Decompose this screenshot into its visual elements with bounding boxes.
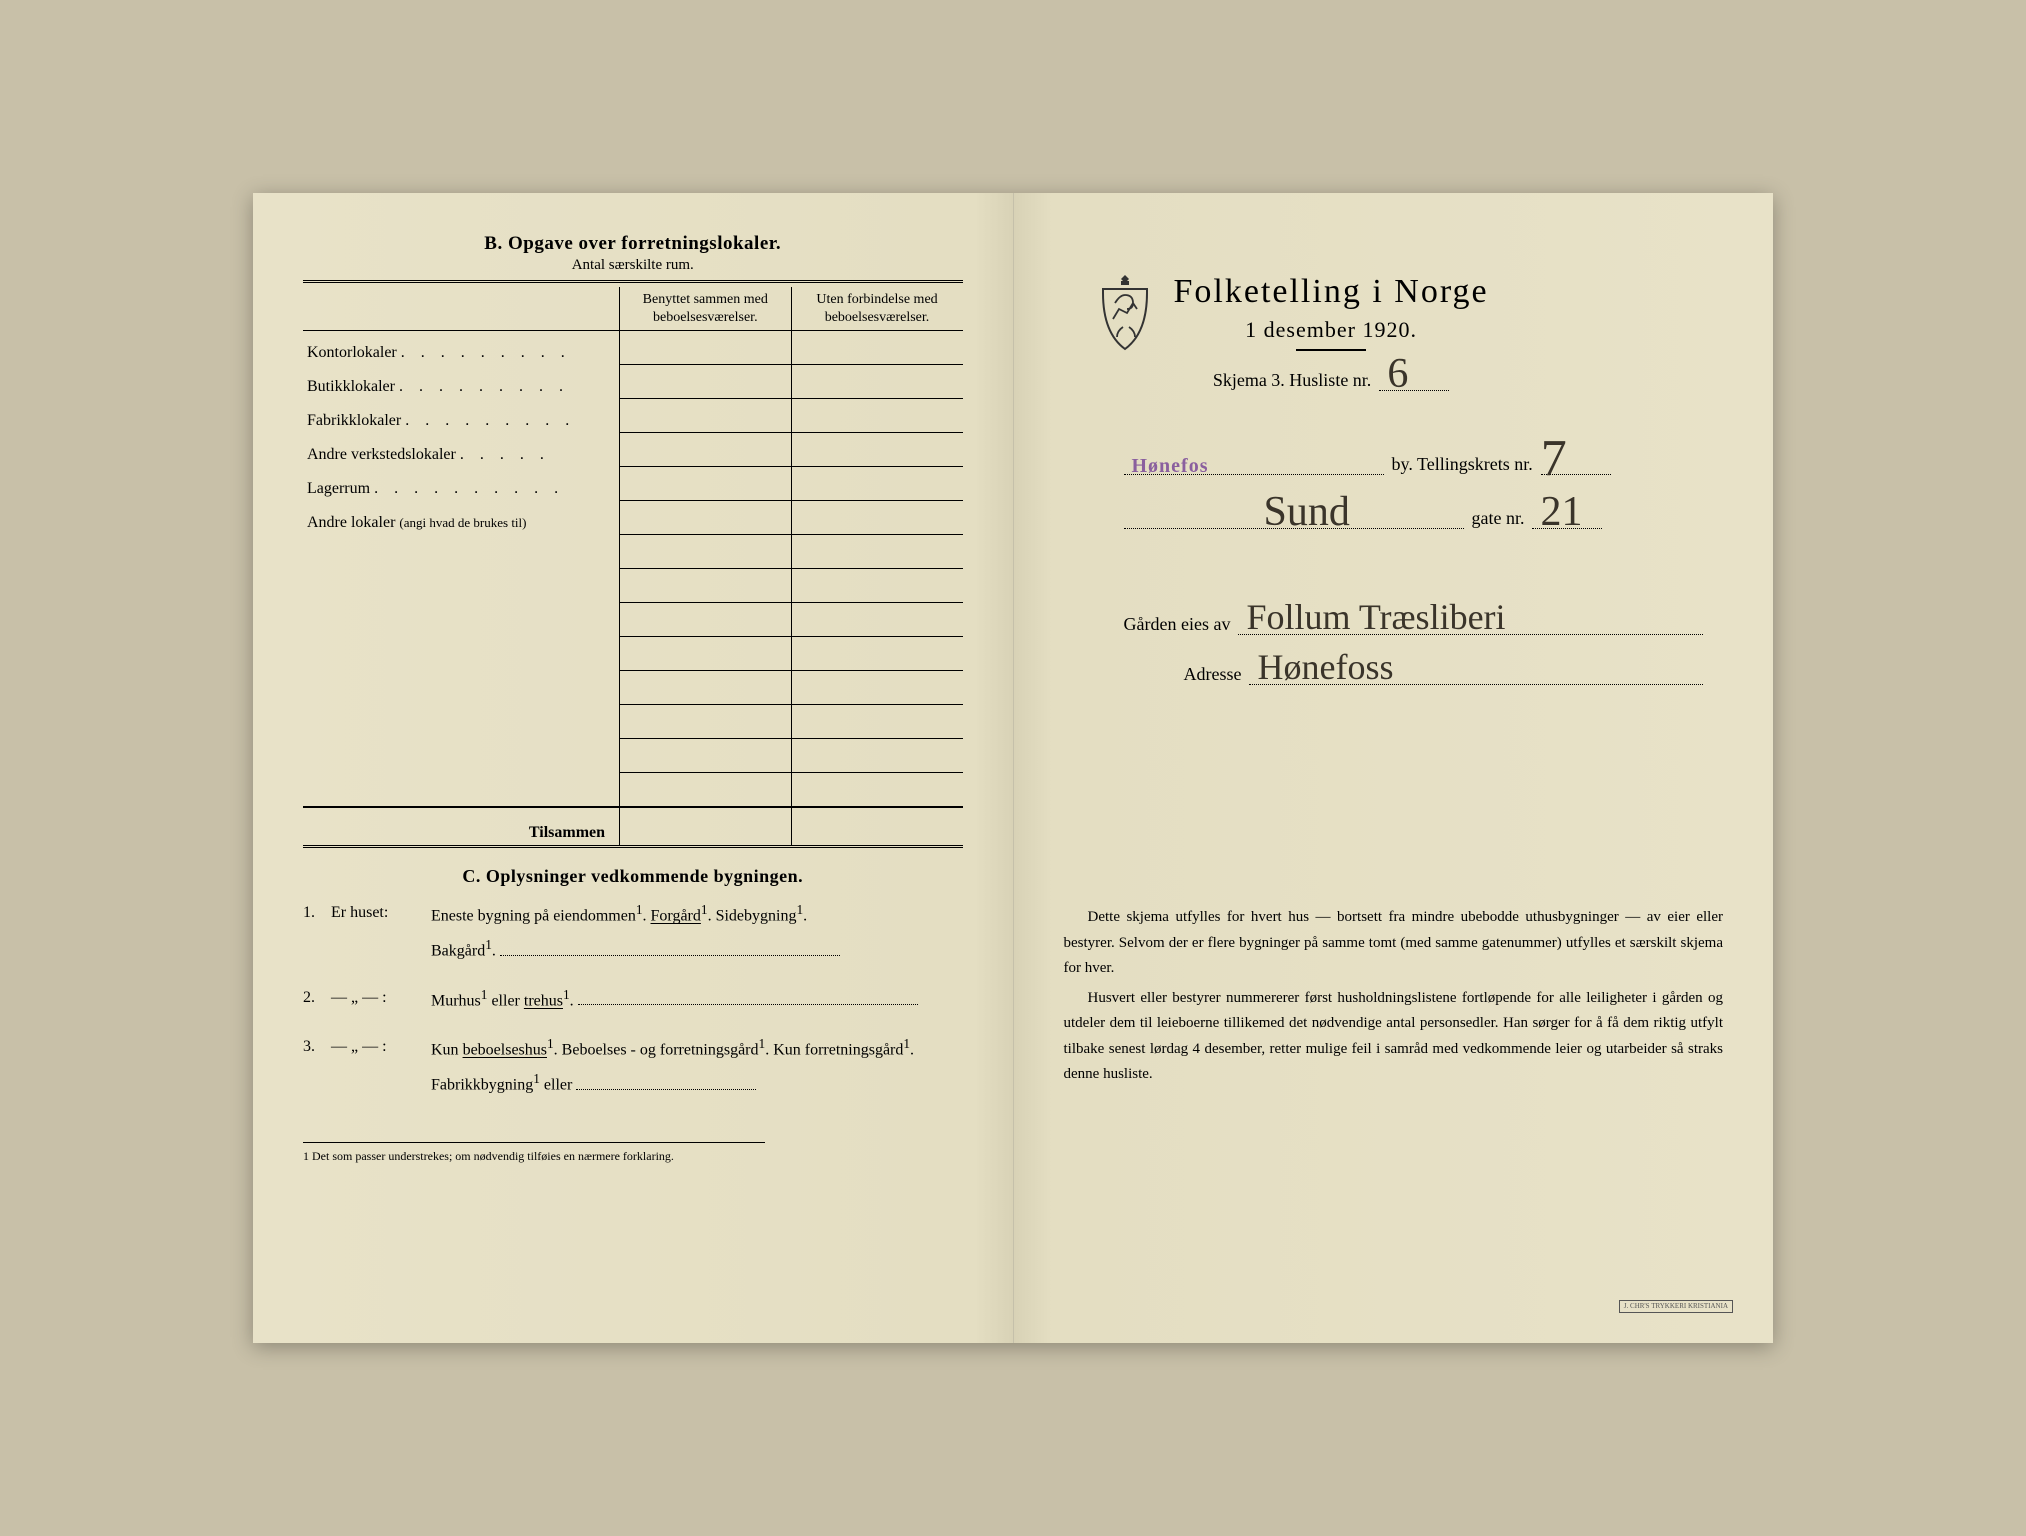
footnote: 1 Det som passer understrekes; om nødven… <box>303 1142 765 1164</box>
gate-label: gate nr. <box>1472 508 1525 529</box>
col-header-2: Uten forbindelse med beboelsesværelser. <box>791 287 962 331</box>
question-3: 3. — „ — : Kun beboelseshus1. Beboelses … <box>303 1031 963 1102</box>
totals-label: Tilsammen <box>303 807 620 847</box>
rooms-table: Benyttet sammen med beboelsesværelser. U… <box>303 287 963 848</box>
rule <box>303 280 963 283</box>
section-b-title: B. Opgave over forretningslokaler. <box>303 233 963 255</box>
krets-nr-field: 7 <box>1541 449 1611 475</box>
instruction-para-1: Dette skjema utfylles for hvert hus — bo… <box>1064 905 1724 982</box>
question-1: 1. Er huset: Eneste bygning på eiendomme… <box>303 897 963 968</box>
husliste-nr-field: 6 <box>1379 365 1449 391</box>
document-spread: B. Opgave over forretningslokaler. Antal… <box>253 193 1773 1343</box>
skjema-label: Skjema 3. Husliste nr. <box>1213 370 1372 391</box>
section-b-subtitle: Antal særskilte rum. <box>303 257 963 274</box>
owner-field: Follum Træsliberi <box>1238 609 1703 635</box>
row-label: Lagerrum . . . . . . . . . . <box>303 467 620 501</box>
gate-nr-field: 21 <box>1532 503 1602 529</box>
printer-mark: J. CHR'S TRYKKERI KRISTIANIA <box>1619 1300 1733 1313</box>
address-field: Hønefoss <box>1249 659 1703 685</box>
section-c-title: C. Oplysninger vedkommende bygningen. <box>303 866 963 887</box>
rule <box>1296 349 1366 351</box>
left-page: B. Opgave over forretningslokaler. Antal… <box>253 193 1014 1343</box>
row-label: Andre verkstedslokaler . . . . . <box>303 433 620 467</box>
census-date: 1 desember 1920. <box>1174 317 1489 343</box>
coat-of-arms-icon <box>1094 273 1156 357</box>
owner-label: Gården eies av <box>1124 614 1231 635</box>
row-label: Butikklokaler . . . . . . . . . <box>303 365 620 399</box>
row-label: Andre lokaler (angi hvad de brukes til) <box>303 501 620 535</box>
question-2: 2. — „ — : Murhus1 eller trehus1. <box>303 982 963 1017</box>
row-label: Kontorlokaler . . . . . . . . . <box>303 331 620 365</box>
gate-name-field: Sund <box>1124 503 1464 529</box>
instruction-para-2: Husvert eller bestyrer nummererer først … <box>1064 986 1724 1088</box>
col-header-1: Benyttet sammen med beboelsesværelser. <box>620 287 791 331</box>
row-label: Fabrikklokaler . . . . . . . . . <box>303 399 620 433</box>
by-field: Hønefos <box>1124 449 1384 475</box>
instructions-block: Dette skjema utfylles for hvert hus — bo… <box>1064 905 1724 1088</box>
header-row: Folketelling i Norge 1 desember 1920. Sk… <box>1094 273 1724 399</box>
right-page: Folketelling i Norge 1 desember 1920. Sk… <box>1014 193 1774 1343</box>
by-label: by. Tellingskrets nr. <box>1392 454 1533 475</box>
address-label: Adresse <box>1184 664 1242 685</box>
main-title: Folketelling i Norge <box>1174 273 1489 311</box>
